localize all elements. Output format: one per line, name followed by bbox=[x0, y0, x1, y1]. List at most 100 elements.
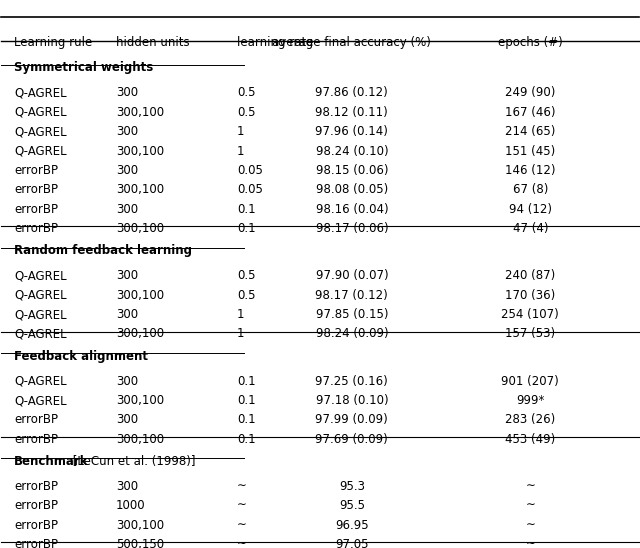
Text: Q-AGREL: Q-AGREL bbox=[14, 328, 67, 340]
Text: 98.12 (0.11): 98.12 (0.11) bbox=[316, 106, 388, 119]
Text: errorBP: errorBP bbox=[14, 519, 58, 532]
Text: 0.05: 0.05 bbox=[237, 164, 263, 177]
Text: 300: 300 bbox=[116, 86, 138, 99]
Text: 97.99 (0.09): 97.99 (0.09) bbox=[316, 413, 388, 426]
Text: 0.1: 0.1 bbox=[237, 413, 256, 426]
Text: 97.69 (0.09): 97.69 (0.09) bbox=[316, 433, 388, 446]
Text: 300,100: 300,100 bbox=[116, 519, 164, 532]
Text: 170 (36): 170 (36) bbox=[505, 289, 556, 301]
Text: Q-AGREL: Q-AGREL bbox=[14, 145, 67, 157]
Text: 97.85 (0.15): 97.85 (0.15) bbox=[316, 308, 388, 321]
Text: 300: 300 bbox=[116, 480, 138, 493]
Text: Q-AGREL: Q-AGREL bbox=[14, 125, 67, 138]
Text: 98.15 (0.06): 98.15 (0.06) bbox=[316, 164, 388, 177]
Text: 300,100: 300,100 bbox=[116, 289, 164, 301]
Text: 1: 1 bbox=[237, 308, 244, 321]
Text: ∼: ∼ bbox=[237, 480, 247, 493]
Text: 95.3: 95.3 bbox=[339, 480, 365, 493]
Text: 0.1: 0.1 bbox=[237, 433, 256, 446]
Text: 67 (8): 67 (8) bbox=[513, 184, 548, 196]
Text: Q-AGREL: Q-AGREL bbox=[14, 289, 67, 301]
Text: 999*: 999* bbox=[516, 394, 545, 407]
Text: 97.05: 97.05 bbox=[335, 538, 369, 548]
Text: Symmetrical weights: Symmetrical weights bbox=[14, 61, 154, 75]
Text: 300,100: 300,100 bbox=[116, 222, 164, 235]
Text: 95.5: 95.5 bbox=[339, 499, 365, 512]
Text: 151 (45): 151 (45) bbox=[505, 145, 556, 157]
Text: 98.17 (0.06): 98.17 (0.06) bbox=[316, 222, 388, 235]
Text: learning rate: learning rate bbox=[237, 36, 314, 49]
Text: 98.16 (0.04): 98.16 (0.04) bbox=[316, 203, 388, 216]
Text: 98.24 (0.10): 98.24 (0.10) bbox=[316, 145, 388, 157]
Text: 97.86 (0.12): 97.86 (0.12) bbox=[316, 86, 388, 99]
Text: 0.5: 0.5 bbox=[237, 269, 255, 282]
Text: 283 (26): 283 (26) bbox=[505, 413, 556, 426]
Text: 254 (107): 254 (107) bbox=[501, 308, 559, 321]
Text: Random feedback learning: Random feedback learning bbox=[14, 244, 192, 257]
Text: 300: 300 bbox=[116, 308, 138, 321]
Text: 47 (4): 47 (4) bbox=[513, 222, 548, 235]
Text: Feedback alignment: Feedback alignment bbox=[14, 350, 148, 363]
Text: 97.18 (0.10): 97.18 (0.10) bbox=[316, 394, 388, 407]
Text: 300: 300 bbox=[116, 413, 138, 426]
Text: ∼: ∼ bbox=[525, 499, 535, 512]
Text: 94 (12): 94 (12) bbox=[509, 203, 552, 216]
Text: 300,100: 300,100 bbox=[116, 433, 164, 446]
Text: 1: 1 bbox=[237, 125, 244, 138]
Text: 0.05: 0.05 bbox=[237, 184, 263, 196]
Text: errorBP: errorBP bbox=[14, 499, 58, 512]
Text: Q-AGREL: Q-AGREL bbox=[14, 375, 67, 387]
Text: errorBP: errorBP bbox=[14, 164, 58, 177]
Text: 300: 300 bbox=[116, 269, 138, 282]
Text: 300,100: 300,100 bbox=[116, 145, 164, 157]
Text: 167 (46): 167 (46) bbox=[505, 106, 556, 119]
Text: [LeCun et al. (1998)]: [LeCun et al. (1998)] bbox=[68, 455, 195, 468]
Text: 300,100: 300,100 bbox=[116, 394, 164, 407]
Text: errorBP: errorBP bbox=[14, 480, 58, 493]
Text: 214 (65): 214 (65) bbox=[505, 125, 556, 138]
Text: 0.1: 0.1 bbox=[237, 375, 256, 387]
Text: Q-AGREL: Q-AGREL bbox=[14, 394, 67, 407]
Text: 300,100: 300,100 bbox=[116, 184, 164, 196]
Text: 98.17 (0.12): 98.17 (0.12) bbox=[316, 289, 388, 301]
Text: errorBP: errorBP bbox=[14, 538, 58, 548]
Text: 97.90 (0.07): 97.90 (0.07) bbox=[316, 269, 388, 282]
Text: Q-AGREL: Q-AGREL bbox=[14, 86, 67, 99]
Text: 157 (53): 157 (53) bbox=[505, 328, 556, 340]
Text: 0.5: 0.5 bbox=[237, 86, 255, 99]
Text: 300,100: 300,100 bbox=[116, 106, 164, 119]
Text: ∼: ∼ bbox=[237, 519, 247, 532]
Text: 146 (12): 146 (12) bbox=[505, 164, 556, 177]
Text: 300,100: 300,100 bbox=[116, 328, 164, 340]
Text: errorBP: errorBP bbox=[14, 184, 58, 196]
Text: Q-AGREL: Q-AGREL bbox=[14, 106, 67, 119]
Text: 300: 300 bbox=[116, 164, 138, 177]
Text: errorBP: errorBP bbox=[14, 413, 58, 426]
Text: 98.08 (0.05): 98.08 (0.05) bbox=[316, 184, 388, 196]
Text: errorBP: errorBP bbox=[14, 222, 58, 235]
Text: 97.25 (0.16): 97.25 (0.16) bbox=[316, 375, 388, 387]
Text: 453 (49): 453 (49) bbox=[505, 433, 556, 446]
Text: 300: 300 bbox=[116, 375, 138, 387]
Text: 300: 300 bbox=[116, 125, 138, 138]
Text: 1000: 1000 bbox=[116, 499, 146, 512]
Text: errorBP: errorBP bbox=[14, 433, 58, 446]
Text: Q-AGREL: Q-AGREL bbox=[14, 269, 67, 282]
Text: Q-AGREL: Q-AGREL bbox=[14, 308, 67, 321]
Text: 0.1: 0.1 bbox=[237, 203, 256, 216]
Text: 249 (90): 249 (90) bbox=[505, 86, 556, 99]
Text: 0.5: 0.5 bbox=[237, 106, 255, 119]
Text: 240 (87): 240 (87) bbox=[505, 269, 556, 282]
Text: ∼: ∼ bbox=[237, 499, 247, 512]
Text: errorBP: errorBP bbox=[14, 203, 58, 216]
Text: average final accuracy (%): average final accuracy (%) bbox=[273, 36, 431, 49]
Text: Benchmark: Benchmark bbox=[14, 455, 88, 468]
Text: 96.95: 96.95 bbox=[335, 519, 369, 532]
Text: ∼: ∼ bbox=[237, 538, 247, 548]
Text: ∼: ∼ bbox=[525, 538, 535, 548]
Text: 0.1: 0.1 bbox=[237, 222, 256, 235]
Text: 300: 300 bbox=[116, 203, 138, 216]
Text: epochs (#): epochs (#) bbox=[498, 36, 563, 49]
Text: ∼: ∼ bbox=[525, 519, 535, 532]
Text: 98.24 (0.09): 98.24 (0.09) bbox=[316, 328, 388, 340]
